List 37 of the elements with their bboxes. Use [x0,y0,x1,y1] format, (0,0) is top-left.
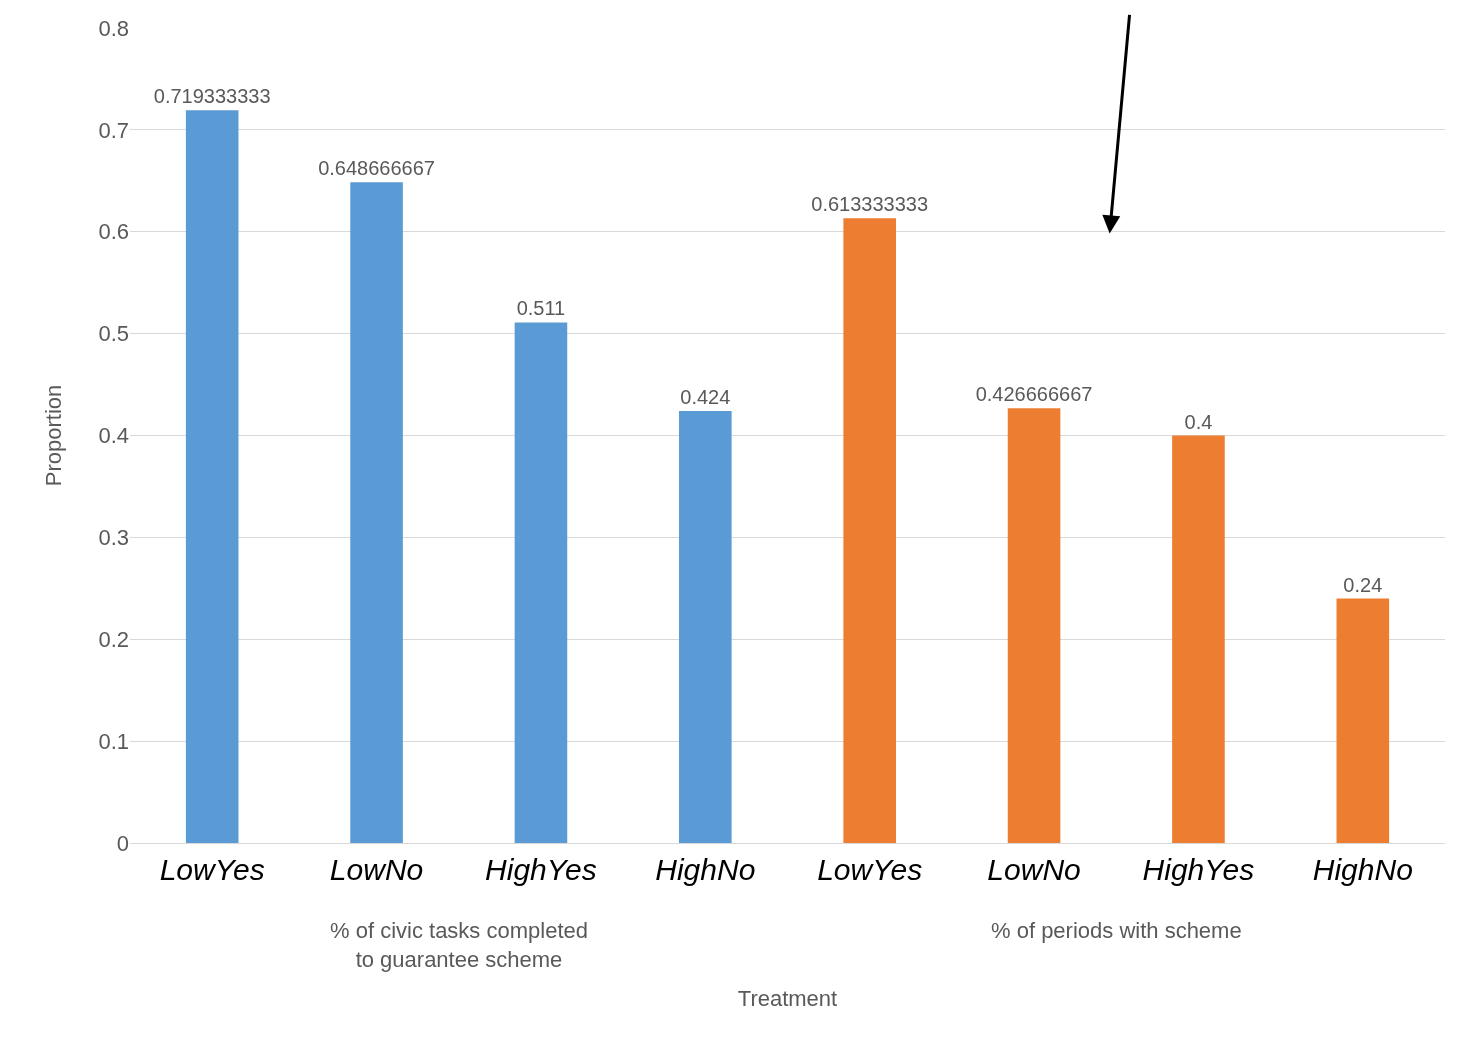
y-tick-label: 0.1 [98,728,129,754]
y-tick-label: 0.5 [98,321,129,347]
data-label: 0.719333333 [153,85,271,108]
bar [1007,408,1061,843]
y-tick-label: 0.8 [98,15,129,41]
x-tick-label: LowNo [329,853,424,886]
data-label: 0.4 [1184,410,1213,433]
x-tick-label: LowYes [817,853,923,886]
data-label: 0.426666667 [975,383,1093,406]
bar [843,218,896,843]
x-tick-label: HighNo [1312,853,1413,886]
x-tick-label: HighNo [655,853,756,886]
text: % of periods with scheme [991,918,1242,943]
bar [350,182,403,843]
data-label: 0.424 [680,386,731,409]
x-tick-label: HighYes [1142,853,1255,886]
bar [185,110,239,843]
bar [679,411,732,843]
data-label: 0.511 [516,297,566,320]
y-axis-title: Proportion [41,384,67,487]
y-tick-label: 0.2 [98,626,129,652]
bar [1172,435,1225,843]
y-tick-label: 0.6 [98,219,129,245]
bar [514,322,568,843]
x-tick-label: LowYes [159,853,265,886]
x-tick-label: HighYes [485,853,597,886]
data-label: 0.613333333 [811,193,929,216]
y-tick-label: 0.3 [98,525,129,551]
data-label: 0.24 [1343,573,1383,596]
text: % of civic tasks completed to guarantee scheme [330,918,588,972]
y-tick-label: 0 [116,830,129,856]
y-tick-label: 0.4 [98,423,129,449]
bar [1336,598,1390,843]
y-tick-label: 0.7 [98,117,129,143]
x-tick-label: LowNo [987,853,1081,886]
x-axis-title: Treatment [737,985,838,1011]
data-label: 0.648666667 [318,157,435,180]
